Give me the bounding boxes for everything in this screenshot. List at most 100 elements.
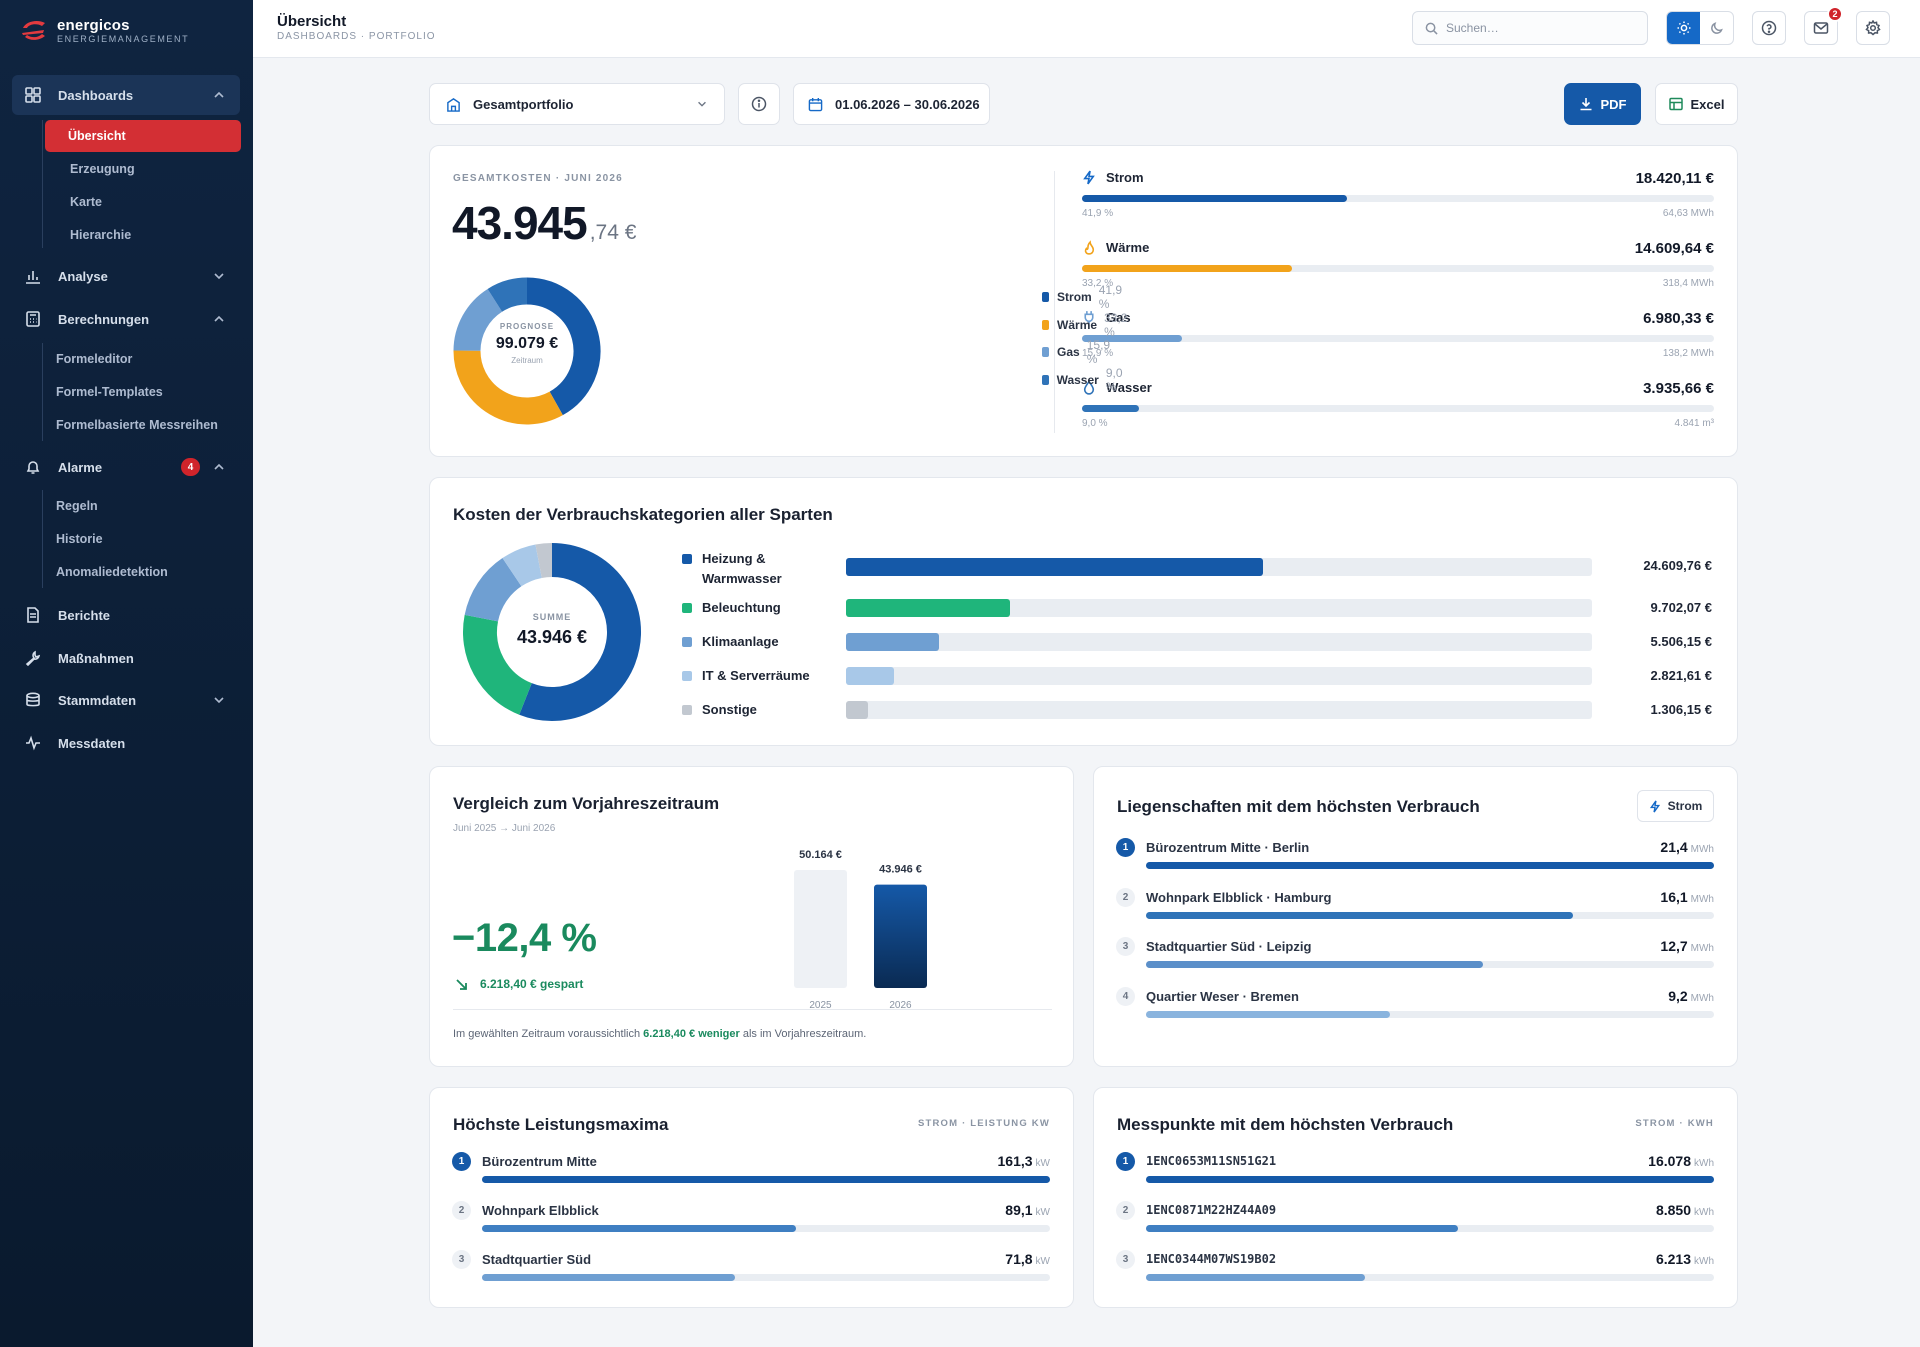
nav-berichte[interactable]: Berichte: [12, 595, 240, 635]
utility-row-strom[interactable]: Strom 18.420,11 € 41,9 % 64,63 MWh: [1082, 170, 1714, 220]
nav-analyse[interactable]: Analyse: [12, 256, 240, 296]
ranked-row[interactable]: 1 Bürozentrum Mitte · Berlin 21,4 MWh: [1116, 838, 1714, 878]
category-row[interactable]: Beleuchtung 9.702,07 €: [682, 598, 1712, 638]
ranked-name: Wohnpark Elbblick: [482, 1203, 599, 1218]
total-amount-main: 43.945: [452, 197, 588, 249]
brand-logo[interactable]: energicos ENERGIEMANAGEMENT: [20, 18, 189, 44]
nav-sub-regeln[interactable]: Regeln: [56, 499, 98, 513]
category-bar-fill: [846, 667, 894, 685]
nav-sub-karte[interactable]: Karte: [70, 195, 102, 209]
portfolio-select[interactable]: Gesamtportfolio: [429, 83, 725, 125]
utility-row-wärme[interactable]: Wärme 14.609,64 € 33,2 % 318,4 MWh: [1082, 240, 1714, 290]
category-row[interactable]: IT & Serverräume 2.821,61 €: [682, 666, 1712, 706]
ranked-row[interactable]: 2 Wohnpark Elbblick 89,1 kW: [452, 1201, 1050, 1241]
info-button[interactable]: [738, 83, 780, 125]
nav-stammdaten[interactable]: Stammdaten: [12, 680, 240, 720]
search-icon: [1425, 22, 1438, 35]
ranked-row[interactable]: 1 1ENC0653M11SN51G21 16.078 kWh: [1116, 1152, 1714, 1192]
building-icon: [447, 97, 460, 112]
category-name: Heizung & Warmwasser: [702, 551, 782, 586]
comparison-bar-2025[interactable]: [794, 870, 847, 988]
donut-slice-3[interactable]: [487, 277, 528, 313]
divider: [1054, 171, 1055, 433]
rank-number: 2: [1116, 887, 1135, 907]
donut-slice-0[interactable]: [526, 277, 601, 416]
nav-label: Maßnahmen: [58, 650, 134, 666]
donut-slice-2[interactable]: [453, 288, 503, 352]
rank-number: 1: [1116, 838, 1135, 857]
peaks-caption: STROM · LEISTUNG KW: [917, 1118, 1050, 1129]
flame-icon: [1082, 240, 1098, 256]
nav-sub-hierarchie[interactable]: Hierarchie: [70, 228, 132, 242]
nav-sub-formelbasierte-messreihen[interactable]: Formelbasierte Messreihen: [56, 418, 218, 432]
donut-slice-1[interactable]: [463, 614, 533, 715]
sun-icon: [1677, 21, 1690, 35]
nav-sub-uebersicht[interactable]: Übersicht: [45, 120, 241, 152]
nav-sub-formeleditor[interactable]: Formeleditor: [56, 352, 133, 366]
nav-messdaten[interactable]: Messdaten: [12, 723, 240, 763]
donut-slice-3[interactable]: [502, 544, 543, 587]
nav-dashboards[interactable]: Dashboards: [12, 75, 240, 115]
sum-caption: SUMME: [532, 612, 572, 622]
donut-slice-0[interactable]: [519, 543, 641, 721]
ranked-row[interactable]: 3 Stadtquartier Süd 71,8 kW: [452, 1250, 1050, 1290]
total-amount-decimals: ,74 €: [589, 221, 637, 244]
nav-sub-formel-templates[interactable]: Formel-Templates: [56, 385, 163, 399]
theme-toggle[interactable]: [1666, 11, 1734, 45]
ranked-value: 12,7 MWh: [1660, 938, 1714, 954]
ranked-number: 16.078: [1648, 1153, 1691, 1169]
help-button[interactable]: [1752, 11, 1786, 45]
nav-massnahmen[interactable]: Maßnahmen: [12, 638, 240, 678]
comparison-bar-2026[interactable]: [874, 884, 927, 988]
messages-button[interactable]: 2: [1804, 6, 1843, 45]
light-mode-button[interactable]: [1667, 12, 1700, 44]
ranked-row[interactable]: 2 1ENC0871M22HZ44A09 8.850 kWh: [1116, 1201, 1714, 1241]
ranked-name: Bürozentrum Mitte · Berlin: [1146, 840, 1310, 855]
ranked-row[interactable]: 4 Quartier Weser · Bremen 9,2 MWh: [1116, 986, 1714, 1027]
category-label: Klimaanlage: [682, 632, 832, 652]
ranked-value: 16.078 kWh: [1648, 1153, 1714, 1169]
date-range-picker[interactable]: 01.06.2026 – 30.06.2026: [793, 83, 990, 125]
utility-percent: 41,9 %: [1082, 208, 1114, 219]
utility-row-gas[interactable]: Gas 6.980,33 € 15,9 % 138,2 MWh: [1082, 310, 1714, 360]
nav-sub-anomaliedetektion[interactable]: Anomaliedetektion: [56, 565, 168, 579]
nav-alarme[interactable]: Alarme 4: [12, 447, 240, 487]
ranked-bar-fill: [482, 1225, 796, 1232]
ranked-bar-fill: [1146, 1010, 1391, 1018]
donut-slice-2[interactable]: [464, 558, 522, 623]
pdf-export-button[interactable]: PDF: [1564, 83, 1641, 125]
utility-row-wasser[interactable]: Wasser 3.935,66 € 9,0 % 4.841 m³: [1082, 380, 1714, 430]
donut-slice-4[interactable]: [535, 543, 553, 579]
categories-title: Kosten der Verbrauchskategorien aller Sp…: [453, 505, 833, 524]
search-input[interactable]: Suchen…: [1412, 11, 1648, 45]
nav-sub-erzeugung[interactable]: Erzeugung: [70, 162, 135, 176]
category-row[interactable]: Sonstige 1.306,15 €: [682, 700, 1712, 740]
pulse-icon: [24, 734, 42, 752]
page-title: Übersicht: [277, 13, 347, 30]
nav-label: Analyse: [58, 268, 108, 284]
ranked-row[interactable]: 2 Wohnpark Elbblick · Hamburg 16,1 MWh: [1116, 887, 1714, 928]
utility-filter-button[interactable]: Strom: [1637, 790, 1714, 822]
donut-slice-1[interactable]: [453, 350, 563, 425]
nav-sub-historie[interactable]: Historie: [56, 532, 103, 546]
settings-button[interactable]: [1856, 11, 1890, 45]
ranked-bar-track: [1146, 1010, 1714, 1018]
ranked-row[interactable]: 3 Stadtquartier Süd · Leipzig 12,7 MWh: [1116, 937, 1714, 977]
arrow-down-right-icon: [456, 978, 467, 990]
nav-berechnungen[interactable]: Berechnungen: [12, 299, 240, 339]
rank-number: 2: [452, 1201, 471, 1220]
ranked-row[interactable]: 1 Bürozentrum Mitte 161,3 kW: [452, 1152, 1050, 1192]
search-placeholder: Suchen…: [1446, 21, 1499, 35]
nav-label: Berichte: [58, 607, 111, 623]
legend-item: Wasser 9,0 %: [1042, 366, 1126, 394]
berechnungen-submenu: Formeleditor Formel-Templates Formelbasi…: [42, 343, 218, 441]
dark-mode-button[interactable]: [1700, 12, 1733, 44]
forecast-caption: PROGNOSE: [499, 322, 555, 331]
excel-export-button[interactable]: Excel: [1655, 83, 1738, 125]
ranked-row[interactable]: 3 1ENC0344M07WS19B02 6.213 kWh: [1116, 1250, 1714, 1290]
category-row[interactable]: Heizung & Warmwasser 24.609,76 €: [682, 551, 1712, 593]
gear-icon: [1865, 20, 1881, 36]
category-name: IT & Serverräume: [702, 668, 810, 683]
category-row[interactable]: Klimaanlage 5.506,15 €: [682, 632, 1712, 672]
legend-swatch: [1042, 347, 1050, 357]
